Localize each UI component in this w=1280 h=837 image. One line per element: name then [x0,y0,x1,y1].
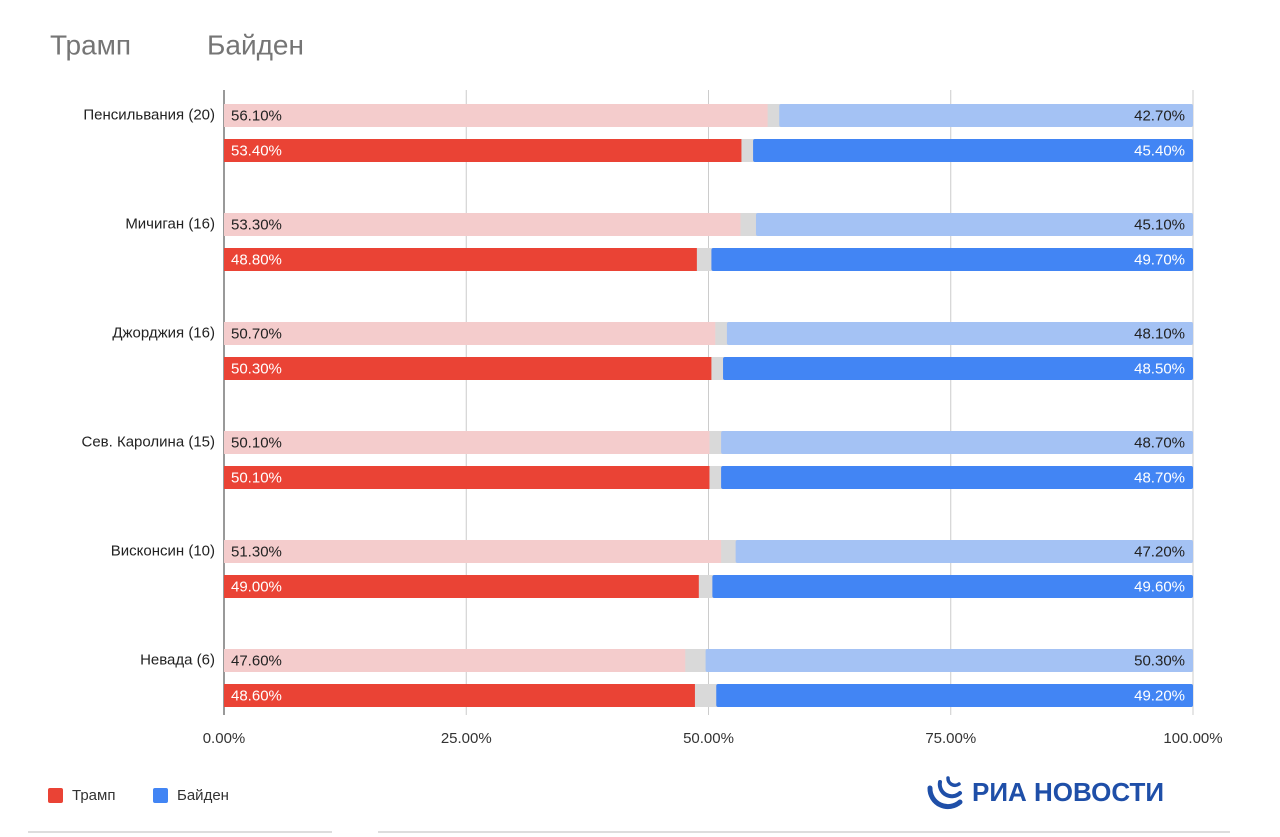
bar [712,575,1193,598]
bar [779,104,1193,127]
bar [224,575,699,598]
x-tick-label: 100.00% [1163,730,1222,747]
data-label: 48.50% [1134,360,1185,377]
data-label: 50.10% [231,434,282,451]
data-label: 48.60% [231,687,282,704]
data-label: 50.30% [1134,652,1185,669]
data-label: 49.70% [1134,251,1185,268]
x-tick-label: 0.00% [203,730,246,747]
y-tick-label: Сев. Каролина (15) [81,433,215,450]
bar [753,139,1193,162]
bar [721,431,1193,454]
bar [224,213,741,236]
data-label: 53.40% [231,142,282,159]
data-label: 49.20% [1134,687,1185,704]
data-label: 50.70% [231,325,282,342]
bar [224,540,722,563]
legend-label: Байден [177,787,229,804]
data-label: 48.80% [231,251,282,268]
data-label: 42.70% [1134,107,1185,124]
y-tick-label: Невада (6) [140,651,215,668]
bar [755,213,1193,236]
bar [224,684,695,707]
bar [224,357,712,380]
data-label: 49.60% [1134,578,1185,595]
data-label: 50.30% [231,360,282,377]
data-label: 48.70% [1134,469,1185,486]
bar [721,466,1193,489]
x-tick-label: 50.00% [683,730,734,747]
bar [224,104,768,127]
y-tick-label: Джорджия (16) [112,324,215,341]
data-label: 48.10% [1134,325,1185,342]
bar [711,248,1193,271]
data-label: 49.00% [231,578,282,595]
data-label: 56.10% [231,107,282,124]
header-label: Байден [207,29,304,60]
data-label: 45.10% [1134,216,1185,233]
logo-text: РИА НОВОСТИ [972,777,1164,807]
bar [224,322,716,345]
bar [735,540,1193,563]
y-tick-label: Мичиган (16) [125,215,215,232]
data-label: 51.30% [231,543,282,560]
legend-swatch [153,788,168,803]
data-label: 47.20% [1134,543,1185,560]
logo-icon [927,776,963,810]
bar [224,248,697,271]
data-label: 50.10% [231,469,282,486]
data-label: 47.60% [231,652,282,669]
y-tick-label: Пенсильвания (20) [83,106,215,123]
x-tick-label: 25.00% [441,730,492,747]
legend-label: Трамп [72,787,115,804]
bar [224,649,686,672]
bar [723,357,1193,380]
data-label: 45.40% [1134,142,1185,159]
y-tick-label: Висконсин (10) [111,542,215,559]
bar [705,649,1193,672]
bar [224,431,710,454]
bar [224,139,742,162]
bar [726,322,1193,345]
header-label: Трамп [50,29,131,60]
x-tick-label: 75.00% [925,730,976,747]
bar [716,684,1193,707]
legend-swatch [48,788,63,803]
data-label: 48.70% [1134,434,1185,451]
bar [224,466,710,489]
data-label: 53.30% [231,216,282,233]
